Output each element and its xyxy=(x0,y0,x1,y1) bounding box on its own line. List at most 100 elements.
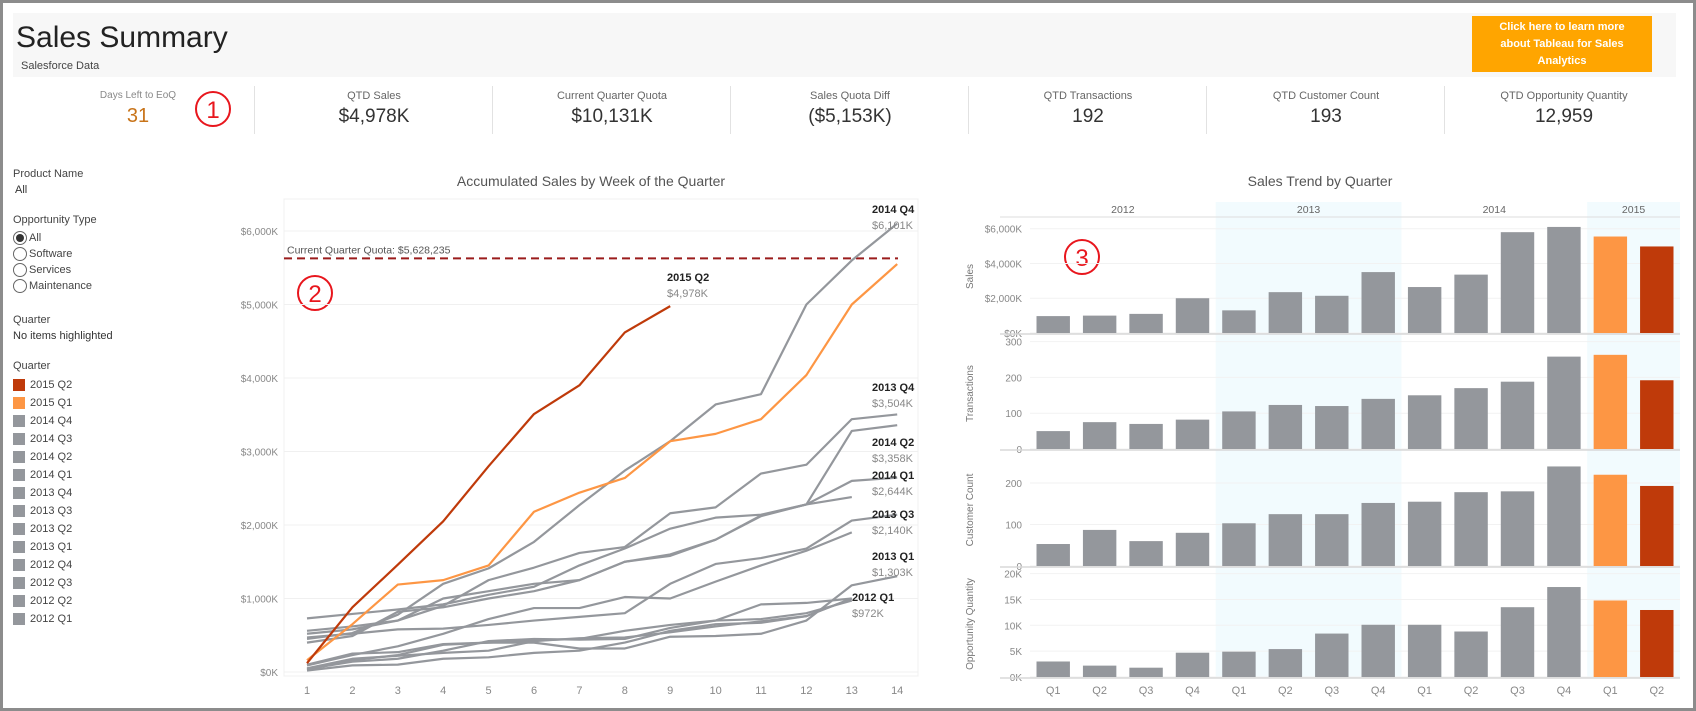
legend-item[interactable]: 2014 Q1 xyxy=(13,466,213,484)
legend-swatch xyxy=(13,415,25,427)
bar xyxy=(1175,652,1210,677)
legend-item[interactable]: 2014 Q4 xyxy=(13,412,213,430)
learn-more-button[interactable]: Click here to learn more about Tableau f… xyxy=(1472,16,1652,72)
y-tick-label: $4,000K xyxy=(241,374,279,385)
kpi-divider xyxy=(1206,86,1207,134)
bar xyxy=(1500,491,1535,566)
radio-label: Services xyxy=(29,264,72,276)
learn-more-label: Click here to learn more about Tableau f… xyxy=(1499,20,1625,67)
kpi-label: QTD Sales xyxy=(347,90,401,102)
bar xyxy=(1129,667,1163,677)
x-tick-label: 12 xyxy=(800,685,812,697)
annotation-marker-2: 2 xyxy=(297,275,333,311)
x-tick-label: 14 xyxy=(891,685,903,697)
legend-item[interactable]: 2012 Q1 xyxy=(13,610,213,628)
bar xyxy=(1547,466,1581,566)
y-tick-label: $5,000K xyxy=(241,301,279,312)
filter-sidebar: Product Name All Opportunity Type All So… xyxy=(13,168,213,628)
quota-reference-label: Current Quarter Quota: $5,628,235 xyxy=(287,244,451,256)
legend-item[interactable]: 2012 Q2 xyxy=(13,592,213,610)
y-tick-label: 20K xyxy=(1004,570,1022,581)
legend-swatch xyxy=(13,487,25,499)
radio-label: All xyxy=(29,232,42,244)
product-name-filter-value[interactable]: All xyxy=(15,184,28,196)
legend-swatch xyxy=(13,523,25,535)
year-header: 2012 xyxy=(1111,204,1135,216)
bar xyxy=(1175,298,1210,333)
kpi-label: Sales Quota Diff xyxy=(810,90,890,102)
series-line-2015-q1 xyxy=(306,263,898,662)
year-header: 2015 xyxy=(1622,204,1646,216)
legend-item[interactable]: 2012 Q4 xyxy=(13,556,213,574)
legend-item[interactable]: 2015 Q1 xyxy=(13,394,213,412)
bar xyxy=(1407,624,1442,677)
quarter-highlight-value[interactable]: No items highlighted xyxy=(13,330,113,342)
legend-swatch xyxy=(13,541,25,553)
bar xyxy=(1454,388,1488,449)
quarter-legend: 2015 Q2 2015 Q1 2014 Q4 2014 Q3 2014 Q2 2014 … xyxy=(13,376,213,628)
legend-item[interactable]: 2014 Q3 xyxy=(13,430,213,448)
legend-item[interactable]: 2012 Q3 xyxy=(13,574,213,592)
bar xyxy=(1407,287,1442,333)
bar xyxy=(1082,422,1117,449)
bar xyxy=(1500,381,1535,449)
page-title: Sales Summary xyxy=(16,21,228,54)
y-tick-label: 200 xyxy=(1005,479,1022,490)
y-tick-label: $6,000K xyxy=(241,227,279,238)
legend-swatch xyxy=(13,595,25,607)
x-tick-label: 3 xyxy=(395,685,401,697)
kpi-divider xyxy=(1444,86,1445,134)
kpi-divider xyxy=(730,86,731,134)
bar-chart-title: Sales Trend by Quarter xyxy=(1247,173,1393,189)
bar xyxy=(1407,501,1442,566)
legend-label: 2014 Q4 xyxy=(30,415,73,427)
radio-option-all[interactable]: All xyxy=(13,230,213,246)
radio-option-software[interactable]: Software xyxy=(13,246,213,262)
x-tick-label: Q1 xyxy=(1603,685,1618,697)
x-tick-label: 10 xyxy=(709,685,721,697)
series-end-value: $3,358K xyxy=(872,453,914,465)
legend-item[interactable]: 2015 Q2 xyxy=(13,376,213,394)
series-end-label: 2012 Q1 xyxy=(852,592,894,604)
kpi-value: 12,959 xyxy=(1534,106,1594,127)
kpi-label: Current Quarter Quota xyxy=(556,90,668,102)
legend-item[interactable]: 2014 Q2 xyxy=(13,448,213,466)
x-tick-label: 13 xyxy=(846,685,858,697)
legend-item[interactable]: 2013 Q1 xyxy=(13,538,213,556)
y-tick-label: 15K xyxy=(1004,595,1022,606)
bar xyxy=(1268,649,1303,677)
kpi-value: $10,131K xyxy=(571,106,653,127)
x-tick-label: 6 xyxy=(531,685,537,697)
kpi-label: QTD Customer Count xyxy=(1272,90,1380,102)
legend-swatch xyxy=(13,559,25,571)
legend-label: 2012 Q1 xyxy=(30,613,73,625)
bar xyxy=(1036,431,1070,449)
radio-option-maintenance[interactable]: Maintenance xyxy=(13,278,213,294)
sales-trend-bar-chart: 2012 2013 2014 2015$0K$2,000K$4,000K$6,000K… xyxy=(965,202,1680,697)
legend-item[interactable]: 2013 Q3 xyxy=(13,502,213,520)
bar xyxy=(1268,514,1303,566)
legend-label: 2014 Q3 xyxy=(30,433,73,445)
y-tick-label: 100 xyxy=(1005,409,1022,420)
y-axis-label: Transactions xyxy=(965,365,976,422)
legend-label: 2012 Q3 xyxy=(30,577,73,589)
legend-label: 2012 Q2 xyxy=(30,595,73,607)
opportunity-type-filter-label: Opportunity Type xyxy=(13,214,97,226)
series-line-2014-q4 xyxy=(306,222,898,641)
radio-label: Maintenance xyxy=(29,280,92,292)
line-chart-title: Accumulated Sales by Week of the Quarter xyxy=(456,173,726,189)
series-end-value: $3,504K xyxy=(872,398,914,410)
legend-item[interactable]: 2013 Q4 xyxy=(13,484,213,502)
legend-item[interactable]: 2013 Q2 xyxy=(13,520,213,538)
year-header: 2013 xyxy=(1297,204,1321,216)
series-line-2013-q3 xyxy=(306,513,898,639)
bar xyxy=(1082,315,1117,333)
radio-option-services[interactable]: Services xyxy=(13,262,213,278)
bar xyxy=(1361,502,1395,566)
bar xyxy=(1454,631,1488,677)
x-tick-label: 4 xyxy=(440,685,446,697)
series-line-2015-q2 xyxy=(306,305,671,664)
dashboard-header: Sales Summary Salesforce Data Click here… xyxy=(13,13,1676,77)
product-name-filter-label: Product Name xyxy=(13,168,84,180)
series-end-value: $972K xyxy=(852,608,884,620)
